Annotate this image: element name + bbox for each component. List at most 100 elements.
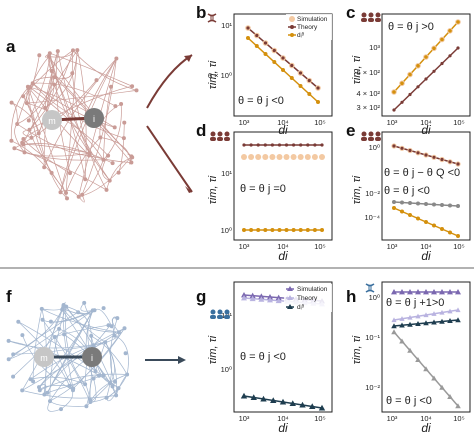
ytick-h-mid: 10⁻¹ (365, 333, 380, 342)
ylabel-h: τim, τi (351, 335, 363, 364)
network-edge (65, 137, 101, 194)
network-node (108, 381, 113, 386)
data-point (256, 143, 260, 147)
node-i-label-a: i (93, 114, 95, 124)
network-edge (80, 302, 93, 312)
data-point (392, 108, 396, 112)
network-node (12, 146, 17, 151)
network-edge (26, 55, 40, 104)
data-point (262, 154, 269, 160)
network-node (31, 379, 36, 384)
data-point (292, 143, 296, 147)
points-e (391, 143, 461, 238)
xtick-g-1: 10³ (239, 414, 250, 423)
network-node (58, 190, 63, 195)
data-point (407, 347, 413, 353)
data-point (298, 71, 303, 75)
node-m-f (34, 347, 102, 367)
network-node (26, 118, 31, 123)
plot-g: 10¹ 10⁰ θ = θ j <0 10³ 10⁴ 10⁵ di τim, τ… (207, 281, 333, 434)
data-point (275, 297, 282, 304)
network-node (20, 333, 25, 338)
data-point (423, 366, 429, 372)
data-point (254, 44, 259, 48)
plot-d: 10¹ 10⁰ θ = θ j =0 10³ 10⁴ 10⁵ di τim, τ… (207, 131, 333, 263)
data-point (240, 392, 248, 399)
data-point (270, 228, 275, 232)
data-point (440, 227, 444, 231)
data-point (400, 146, 404, 150)
data-point (431, 311, 437, 316)
ytick-c-bot: 3 × 10² (356, 103, 380, 112)
xtick-d-3: 10⁵ (314, 242, 325, 251)
xtick-h-2: 10⁴ (420, 414, 432, 423)
data-point (423, 289, 429, 295)
network-node (101, 373, 106, 378)
network-node (123, 351, 128, 356)
panel-letter-h: h (346, 287, 356, 306)
data-point (440, 37, 444, 42)
data-point (415, 289, 421, 295)
ytick-d-bot: 10⁰ (221, 226, 232, 235)
xtick-b-2: 10⁴ (277, 118, 289, 127)
ytick-b-mid: 6 × 10⁰ (208, 71, 232, 80)
data-point (270, 143, 274, 147)
data-point (408, 148, 412, 153)
plot-c: 10³ 6 × 10² 4 × 10² 3 × 10² θ = θ j >0 1… (351, 12, 471, 137)
xtick-b-1: 10³ (239, 118, 250, 127)
network-node (109, 324, 114, 329)
network-edge (8, 328, 60, 360)
network-edge (106, 157, 133, 190)
network-edge (78, 58, 117, 197)
data-point (241, 154, 247, 160)
network-node (88, 400, 93, 404)
network-edge (27, 86, 68, 199)
arrowhead-a-to-b (184, 55, 192, 62)
data-point (416, 64, 420, 68)
ytick-c-mid2: 4 × 10² (356, 89, 380, 98)
network-node (122, 120, 127, 125)
xtick-g-2: 10⁴ (277, 414, 289, 423)
data-point (298, 228, 303, 232)
xlabel-d: di (278, 249, 288, 263)
data-point (447, 289, 453, 295)
xtick-e-2: 10⁴ (420, 242, 432, 251)
data-point (432, 202, 436, 207)
network-edge (60, 189, 79, 197)
data-point (242, 228, 246, 232)
data-point (456, 204, 460, 208)
network-edge (41, 306, 64, 311)
data-point (432, 69, 436, 73)
network-node (48, 399, 52, 404)
network-node (106, 153, 111, 158)
data-point (456, 234, 460, 238)
network-node (103, 340, 108, 345)
network-edge (22, 129, 32, 139)
data-point (447, 393, 453, 399)
legend-g-d: dᵢᶿ (297, 304, 305, 311)
data-point (281, 56, 285, 60)
network-edge (65, 306, 86, 385)
network-node (116, 170, 121, 175)
network-node (25, 84, 30, 89)
data-point (309, 403, 316, 410)
network-edge (29, 86, 115, 128)
xtick-b-3: 10⁵ (314, 118, 325, 127)
network-edge (8, 311, 79, 360)
data-point (423, 312, 429, 318)
data-point (299, 401, 306, 408)
network-node (112, 125, 117, 130)
network-edge (118, 122, 125, 173)
ytick-c-mid: 6 × 10² (356, 68, 380, 77)
network-edge (17, 123, 90, 156)
network-node (125, 372, 130, 377)
data-point (311, 154, 318, 160)
data-point (424, 77, 428, 81)
dna-icon-b (207, 13, 217, 23)
annotation-h1: θ = θ j +1>0 (386, 297, 444, 309)
network-node (115, 316, 120, 321)
network-node (6, 357, 11, 362)
data-point (424, 220, 428, 224)
data-point (312, 228, 317, 232)
points-h (391, 289, 461, 409)
